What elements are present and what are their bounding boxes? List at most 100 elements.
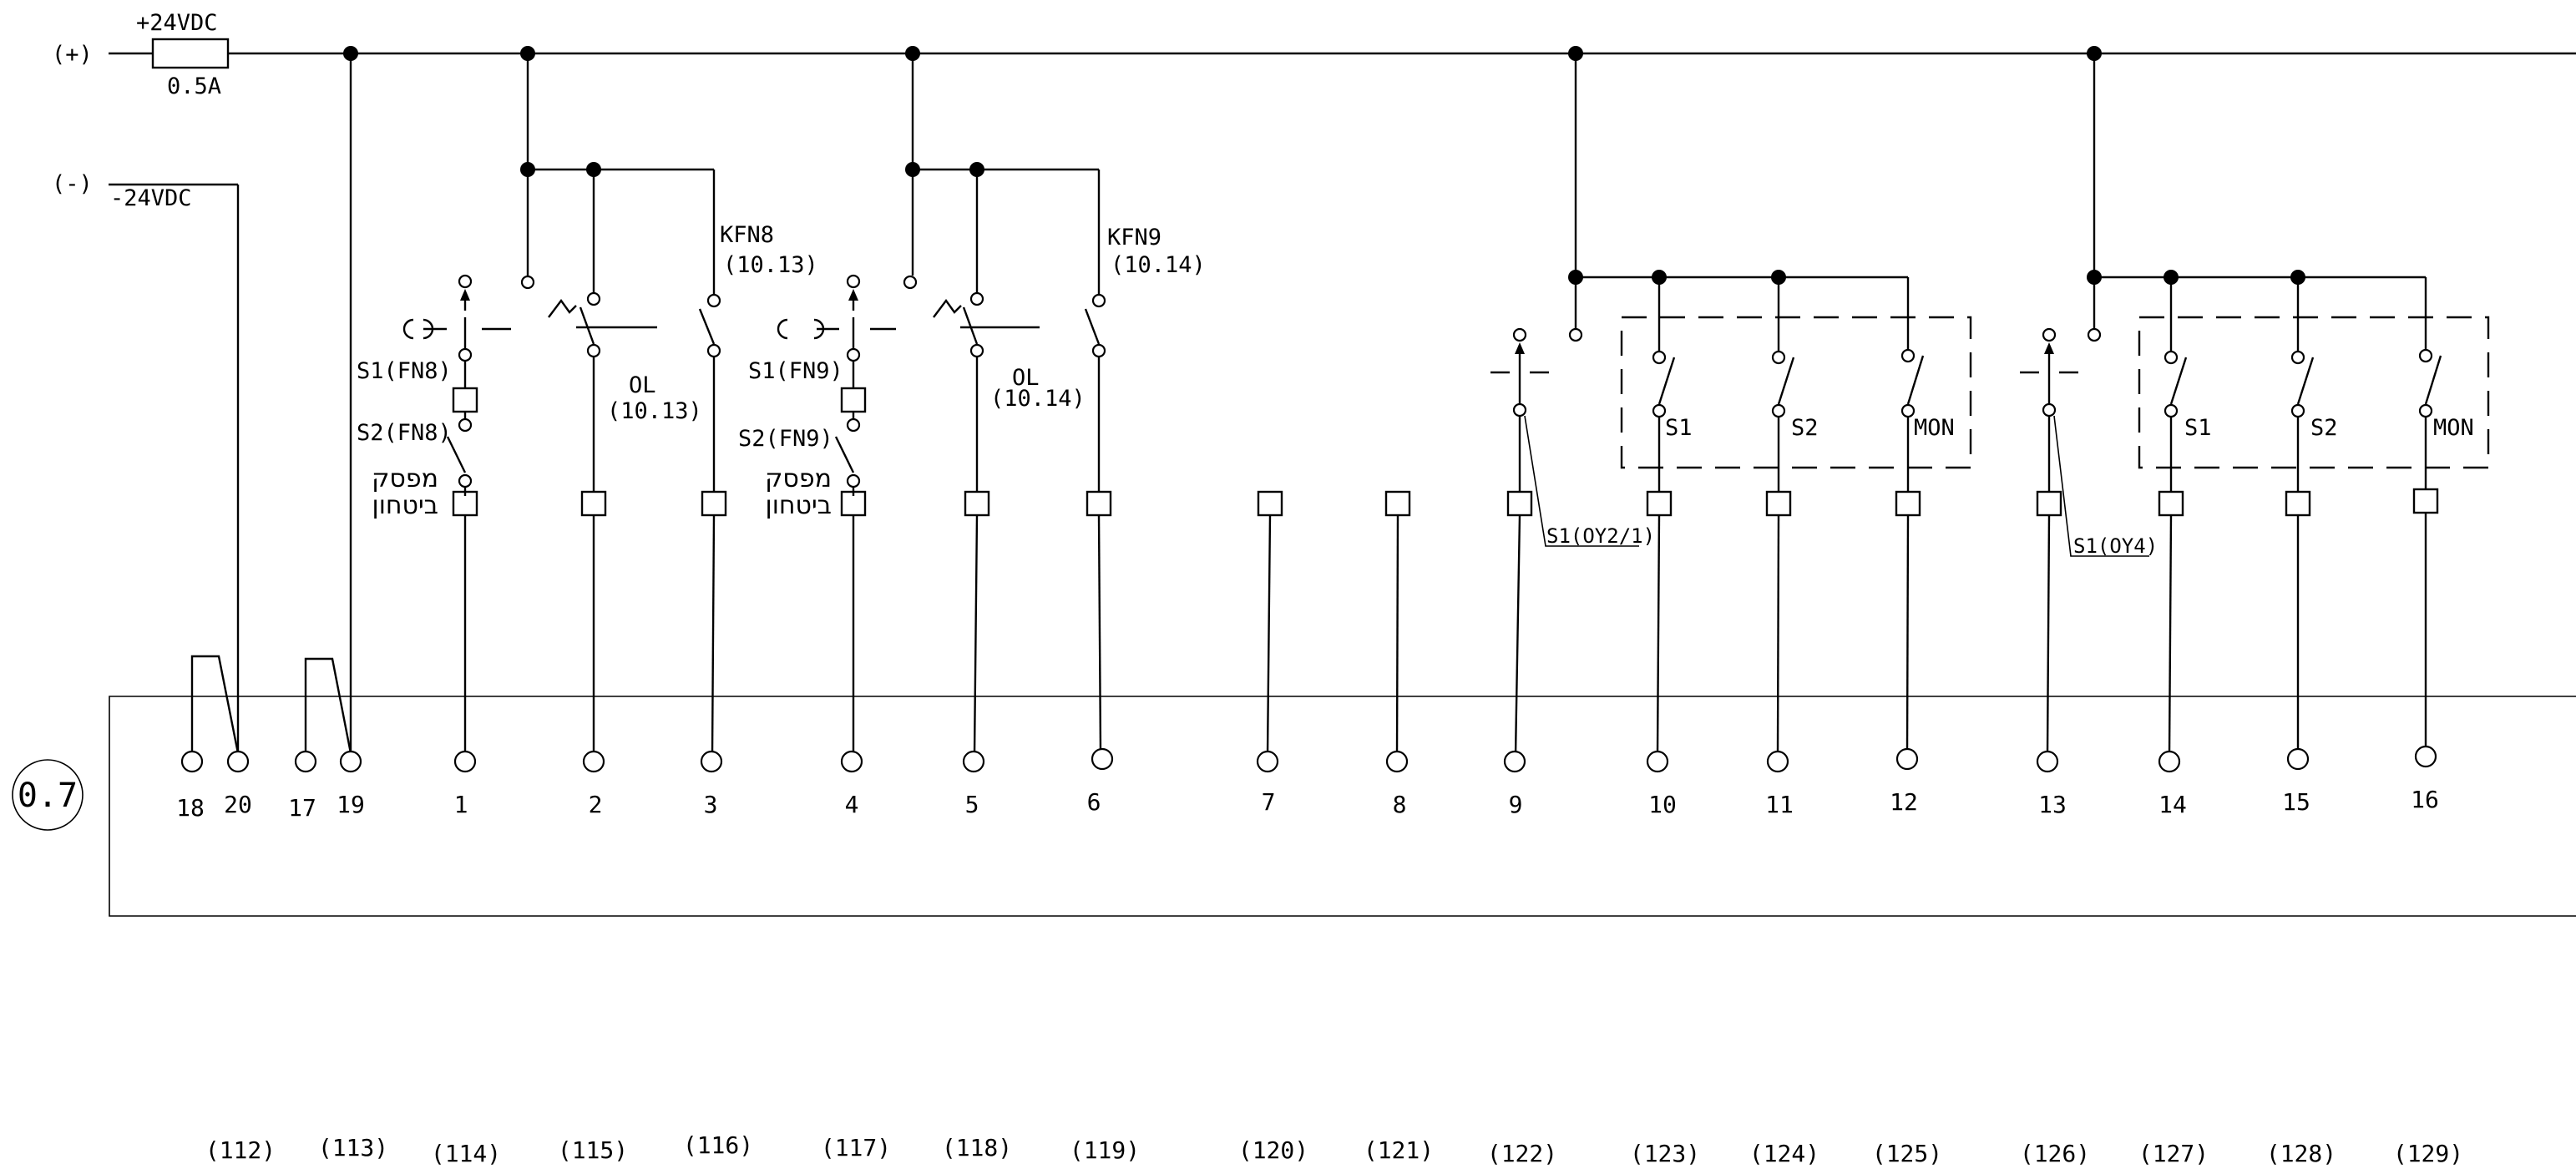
module-tag-circle (12, 759, 84, 831)
minus-rail-label: (-) (52, 171, 93, 197)
terminal-block (2285, 490, 2311, 517)
module-terminal (1895, 747, 1919, 771)
kfn8-label: KFN8 (720, 222, 774, 248)
contact-terminal (586, 343, 601, 358)
column-ref: (125) (1872, 1140, 1942, 1167)
contact-terminal (706, 343, 721, 358)
overload-blade (962, 306, 979, 345)
contact-terminal (458, 418, 473, 433)
terminal-number: 10 (1648, 791, 1677, 818)
terminal-number: 5 (965, 791, 979, 818)
module-terminal (1091, 747, 1114, 771)
terminal-number: 18 (176, 794, 205, 822)
plus-voltage-label: +24VDC (136, 10, 218, 36)
field-wire (711, 514, 716, 757)
module-terminal (1256, 750, 1279, 773)
module-terminal (1766, 750, 1789, 773)
s1-oy4-label: S1(OY4) (2073, 534, 2158, 558)
terminal-number: 1 (454, 791, 468, 818)
terminal-number: 17 (288, 794, 316, 822)
contact-terminal (458, 347, 473, 362)
contact-terminal (2290, 350, 2305, 365)
contact-terminal (1652, 350, 1667, 365)
contact-terminal (1900, 403, 1916, 418)
terminal-block (1765, 490, 1792, 517)
module-terminal (453, 750, 477, 773)
s2-fn8-label: S2(FN8) (357, 420, 452, 446)
kfn8-ref: (10.13) (723, 252, 818, 278)
module-terminal (226, 750, 250, 773)
column-ref: (112) (205, 1136, 276, 1164)
column-ref: (127) (2138, 1140, 2209, 1167)
column-ref: (119) (1070, 1136, 1140, 1164)
terminal-number: 4 (845, 791, 859, 818)
kfn9-ref: (10.14) (1111, 252, 1206, 278)
terminal-number: 14 (2158, 791, 2187, 818)
terminal-number: 13 (2038, 791, 2067, 818)
contact-blade (2424, 355, 2442, 405)
terminal-number: 16 (2411, 786, 2439, 813)
contact-terminal (458, 473, 473, 488)
column-ref: (128) (2266, 1140, 2336, 1167)
oy2-mon-label: MON (1914, 415, 1955, 441)
terminal-number: 8 (1393, 791, 1407, 818)
contact-terminal (1652, 403, 1667, 418)
contact-blade (1084, 308, 1101, 345)
actuator-bracket (402, 318, 414, 340)
column-ref: (120) (1238, 1136, 1308, 1164)
module-terminal (582, 750, 605, 773)
contact-terminal (2418, 403, 2433, 418)
selector-enclosure (1620, 316, 1972, 469)
terminal-block (1257, 490, 1283, 517)
fuse-rating-label: 0.5A (167, 73, 221, 99)
module-terminal (840, 750, 863, 773)
module-terminal (2036, 750, 2059, 773)
rail-junction-dot (343, 46, 358, 61)
terminal-block (701, 490, 727, 517)
terminal-number: 6 (1087, 788, 1101, 816)
supply-section: (+) (-) +24VDC 0.5A -24VDC (52, 10, 2576, 764)
contact-terminal (846, 274, 861, 289)
column-ref: (115) (558, 1136, 628, 1164)
terminal-number: 19 (337, 791, 365, 818)
contact-terminal (903, 275, 918, 290)
field-wire (1097, 514, 1102, 754)
fn9-group: S1(FN9) S2(FN9) מפסק ביטחון OL (10.14) K… (738, 53, 1206, 520)
fuse-symbol (151, 38, 230, 69)
minus-voltage-label: -24VDC (110, 185, 192, 211)
terminal-block (2158, 490, 2184, 517)
s1-oy4-leader (2053, 415, 2149, 557)
field-wire (973, 514, 979, 757)
contact-arrow (460, 289, 470, 301)
terminal-block (2036, 490, 2062, 517)
field-wire (2168, 514, 2173, 757)
module-terminal (2286, 747, 2310, 771)
terminal-block-row (452, 488, 2439, 757)
module-outline (109, 696, 2576, 917)
ol-fn9-ref: (10.14) (990, 386, 1086, 412)
field-wire (1905, 514, 1910, 754)
contact-blade (698, 308, 716, 345)
contact-terminal (2290, 403, 2305, 418)
oy4-mon-label: MON (2433, 415, 2474, 441)
overload-thermal-symbol (933, 298, 962, 318)
module-terminal (2158, 750, 2181, 773)
s1-fn9-label: S1(FN9) (748, 358, 843, 384)
contact-blade (1777, 357, 1795, 405)
module-terminal (339, 750, 362, 773)
column-ref: (116) (683, 1131, 753, 1159)
terminal-block (1384, 490, 1411, 517)
column-ref: (114) (431, 1140, 501, 1167)
terminal-number: 9 (1509, 791, 1523, 818)
contact-terminal (846, 473, 861, 488)
contact-blade (1657, 357, 1676, 405)
safety-switch-blade (446, 436, 467, 473)
oy2-group: S1(OY2/1) S1 S2 MON (1490, 53, 1972, 548)
column-ref: (129) (2393, 1140, 2463, 1167)
terminal-block (1506, 490, 1533, 517)
contact-terminal (2042, 402, 2057, 418)
column-reference-row: (112) (113) (114) (115) (116) (117) (118… (205, 1131, 2463, 1167)
contact-terminal (2087, 327, 2102, 342)
contact-arrow (1515, 342, 1525, 354)
